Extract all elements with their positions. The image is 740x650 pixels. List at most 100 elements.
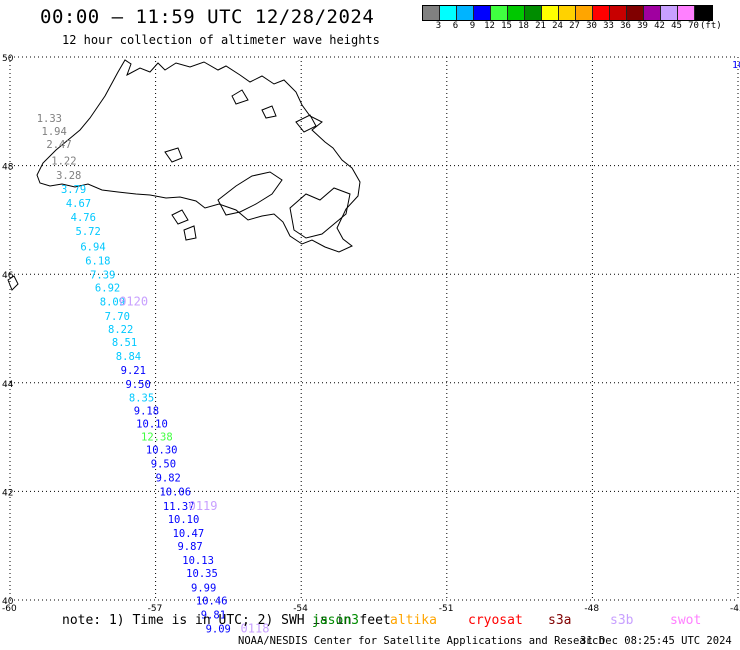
color-swatch-3	[474, 6, 491, 20]
color-legend-label: 30	[586, 21, 597, 31]
color-swatch-6	[525, 6, 542, 20]
lon-tick-label: -45	[730, 604, 740, 614]
color-legend-label: 27	[569, 21, 580, 31]
color-swatch-16	[695, 6, 712, 20]
swh-reading: 9.99	[191, 582, 216, 594]
swh-reading: 9.18	[134, 405, 159, 417]
color-swatch-8	[559, 6, 576, 20]
swh-reading: 9.81	[201, 609, 226, 621]
pass-label: 0118	[241, 622, 270, 636]
swh-reading: 6.94	[80, 241, 105, 253]
swh-reading: 7.70	[105, 311, 130, 323]
swh-reading: 3.79	[61, 184, 86, 196]
swh-reading: 3.28	[56, 170, 81, 182]
lat-tick-label: 40	[2, 597, 14, 607]
color-swatch-7	[542, 6, 559, 20]
color-legend-label: 9	[469, 21, 476, 31]
swh-reading: 6.18	[85, 255, 110, 267]
swh-reading: 10.30	[146, 444, 178, 456]
color-swatch-4	[491, 6, 508, 20]
lat-tick-label: 50	[2, 54, 14, 64]
edge-swh-label: 10	[732, 60, 740, 71]
satellite-label-cryosat: cryosat	[468, 613, 523, 628]
swh-reading: 12.38	[141, 431, 173, 443]
swh-reading: 10.46	[196, 595, 228, 607]
swh-reading: 4.76	[71, 212, 96, 224]
satellite-label-swot: swot	[670, 613, 702, 628]
color-legend-label: 18	[518, 21, 529, 31]
color-swatch-2	[457, 6, 474, 20]
lon-tick-label: -57	[148, 604, 163, 614]
satellite-label-altika: altika	[390, 613, 437, 628]
swh-reading: 4.67	[66, 198, 91, 210]
color-swatch-15	[678, 6, 695, 20]
page-subtitle: 12 hour collection of altimeter wave hei…	[62, 33, 380, 47]
color-swatch-13	[644, 6, 661, 20]
page-title: 00:00 – 11:59 UTC 12/28/2024	[40, 6, 375, 28]
pass-label: 0120	[119, 295, 148, 309]
color-legend-label: 39	[637, 21, 648, 31]
lat-tick-label: 48	[2, 163, 14, 173]
coastline-newfoundland	[7, 59, 361, 291]
swh-reading: 11.37	[163, 501, 195, 513]
color-swatch-14	[661, 6, 678, 20]
swh-reading: 1.22	[51, 156, 76, 168]
axis-ticks: 50 48 46 44 42 40-60 -57 -54 -51 -48 -45	[2, 54, 740, 614]
swh-reading: 9.82	[156, 473, 181, 485]
lon-tick-label: -48	[584, 604, 599, 614]
swh-reading: 8.84	[116, 351, 141, 363]
color-legend-label: 42	[654, 21, 665, 31]
swh-reading: 8.09	[100, 297, 125, 309]
color-swatch-0	[423, 6, 440, 20]
lat-lon-grid	[9, 56, 739, 601]
swh-reading: 10.10	[168, 514, 200, 526]
color-legend-label: 15	[501, 21, 512, 31]
swh-reading: 8.22	[108, 324, 133, 336]
satellite-label-s3a: s3a	[548, 613, 572, 628]
swh-reading: 2.47	[46, 139, 71, 151]
satellite-label-s3b: s3b	[610, 613, 634, 628]
generated-timestamp: 31 Dec 08:25:45 UTC 2024	[580, 635, 732, 647]
swh-reading: 6.92	[95, 283, 120, 295]
pass-label: 0119	[189, 499, 218, 513]
swh-readings: 1.331.942.47 1.22 3.28 3.79 4.67 4.76 5.72 6.94…	[37, 113, 231, 635]
lon-tick-label: -60	[2, 604, 17, 614]
satellite-label-jason3: jason3	[312, 613, 359, 628]
color-legend-label: 3	[435, 21, 442, 31]
color-swatch-12	[627, 6, 644, 20]
color-swatch-10	[593, 6, 610, 20]
lat-tick-label: 42	[2, 488, 13, 498]
footer-note: note: 1) Time is in UTC; 2) SWH is in fe…	[62, 613, 391, 628]
swh-reading: 10.47	[173, 528, 205, 540]
swh-reading: 9.21	[121, 365, 146, 377]
color-legend-label: 21	[535, 21, 546, 31]
lat-tick-label: 46	[2, 271, 14, 281]
color-swatch-9	[576, 6, 593, 20]
swh-reading: 1.94	[42, 126, 67, 138]
lon-tick-label: -51	[439, 604, 454, 614]
color-legend-label: 36	[620, 21, 631, 31]
color-legend	[422, 5, 713, 21]
credit-line: NOAA/NESDIS Center for Satellite Applica…	[238, 635, 605, 647]
color-swatch-11	[610, 6, 627, 20]
swh-reading: 9.09	[206, 624, 231, 636]
color-legend-label: 70	[688, 21, 699, 31]
color-legend-label: 33	[603, 21, 614, 31]
lon-tick-label: -54	[293, 604, 308, 614]
color-legend-unit: (ft)	[700, 21, 722, 31]
swh-reading: 9.87	[177, 541, 202, 553]
swh-reading: 7.39	[90, 270, 115, 282]
swh-reading: 10.10	[136, 418, 168, 430]
color-swatch-5	[508, 6, 525, 20]
color-legend-label: 45	[671, 21, 682, 31]
lat-tick-label: 44	[2, 380, 14, 390]
swh-reading: 10.35	[186, 568, 218, 580]
color-legend-label: 6	[452, 21, 459, 31]
swh-reading: 8.51	[112, 337, 137, 349]
color-legend-labels: 3 6 9 12 15 18 21 24 27 30 33 36 39 42 45 70	[422, 21, 702, 31]
swh-reading: 5.72	[76, 226, 101, 238]
swh-reading: 9.50	[151, 459, 176, 471]
swh-reading: 9.50	[126, 379, 151, 391]
swh-reading: 10.13	[182, 555, 214, 567]
